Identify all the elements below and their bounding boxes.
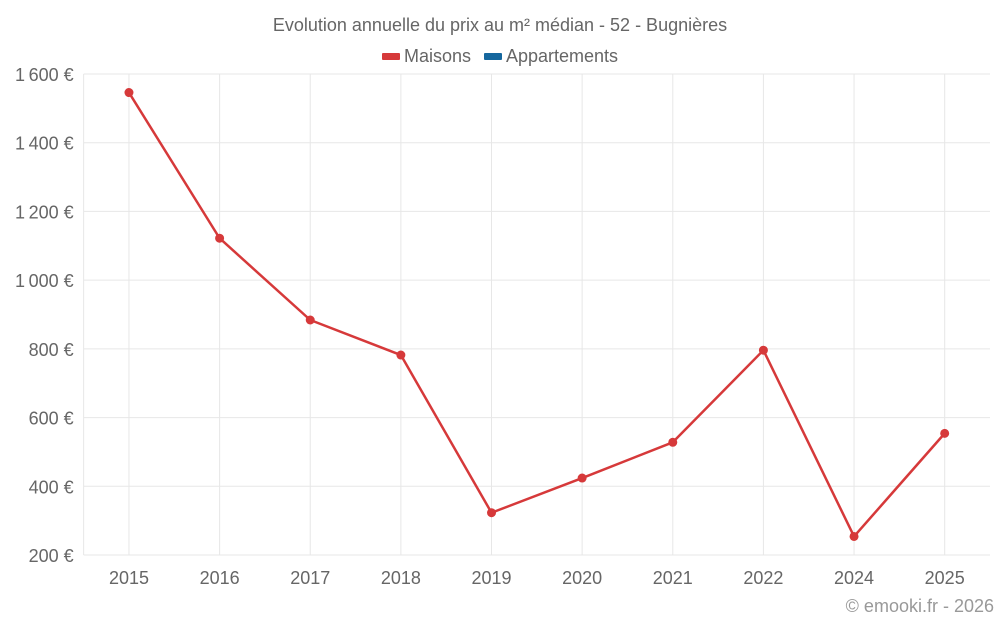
svg-text:2015: 2015 [109,568,149,588]
svg-text:1 400 €: 1 400 € [15,134,74,154]
svg-text:2021: 2021 [653,568,693,588]
svg-text:800 €: 800 € [29,340,74,360]
svg-text:2022: 2022 [743,568,783,588]
svg-text:2024: 2024 [834,568,874,588]
svg-text:2018: 2018 [381,568,421,588]
svg-text:2017: 2017 [290,568,330,588]
svg-text:2019: 2019 [471,568,511,588]
svg-text:400 €: 400 € [29,477,74,497]
svg-text:2025: 2025 [925,568,965,588]
svg-text:1 000 €: 1 000 € [15,271,74,291]
svg-text:1 600 €: 1 600 € [15,65,74,85]
svg-text:2020: 2020 [562,568,602,588]
svg-text:600 €: 600 € [29,409,74,429]
svg-text:1 200 €: 1 200 € [15,202,74,222]
svg-text:200 €: 200 € [29,546,74,566]
svg-text:2016: 2016 [200,568,240,588]
